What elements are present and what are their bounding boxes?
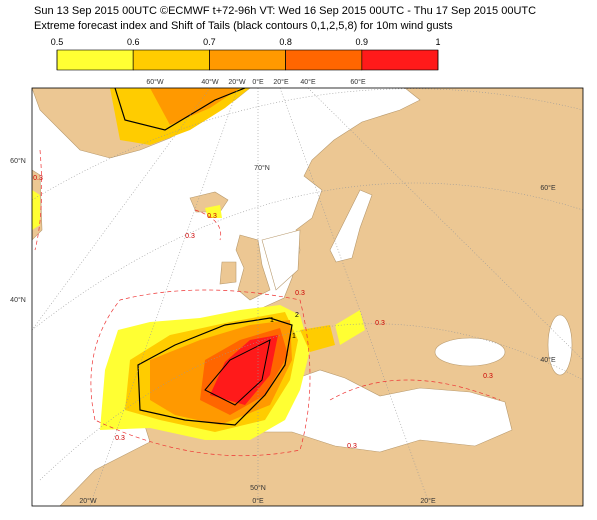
graticule: [32, 88, 583, 506]
grid-label: 70°N: [254, 164, 270, 172]
black-sea: [434, 337, 506, 367]
contour: [90, 289, 311, 457]
colorbar-segment: [132, 49, 210, 71]
contour: [34, 149, 43, 251]
colorbar-segment: [56, 49, 134, 71]
contour-label: 0.3: [483, 373, 493, 380]
colorbar-tick-label: 0.7: [203, 37, 216, 47]
efi-area: [210, 335, 278, 405]
parallel: [32, 182, 583, 331]
contour: [329, 379, 501, 401]
north-sea: [261, 229, 301, 291]
grid-label: 20°E: [273, 78, 289, 86]
map-labels: 60°W 40°W 20°W 0°E 20°E 40°E 60°E60°N40°N60°E4…: [10, 78, 556, 505]
meridian: [32, 88, 211, 331]
contour: [194, 209, 222, 241]
contour-label: 0.3: [207, 213, 217, 220]
contour-label: 1: [292, 333, 296, 340]
contour-label: 0.3: [375, 320, 385, 327]
efi-shading: [32, 88, 365, 440]
contour-label: 0.3: [295, 290, 305, 297]
efi-area: [150, 88, 240, 125]
colorbar-tick-label: 0.8: [279, 37, 292, 47]
title-line: Sun 13 Sep 2015 00UTC ©ECMWF t+72-96h VT…: [34, 5, 536, 17]
efi-area: [335, 310, 365, 345]
colorbar-tick-label: 0.6: [127, 37, 140, 47]
sot-contour: [204, 339, 271, 406]
map-area: [32, 88, 583, 506]
contour-label: 2: [295, 312, 299, 319]
meridian: [279, 88, 431, 506]
map-frame: [31, 87, 584, 507]
contour-label: 0.3: [185, 233, 195, 240]
colorbar: 0.5 0.6 0.7 0.8 0.9 1: [51, 37, 441, 71]
grid-label: 60°E: [540, 184, 556, 192]
grid-label: 20°W: [228, 78, 246, 86]
colorbar-segment: [209, 49, 286, 71]
sot-contour: [137, 317, 293, 426]
parallel: [39, 323, 583, 481]
grid-label: 40°E: [300, 78, 316, 86]
grid-label: 0°E: [252, 78, 264, 86]
colorbar-segment: [361, 49, 439, 71]
sot-contour: [114, 88, 246, 131]
colorbar-tick-label: 0.9: [356, 37, 369, 47]
title-line: Extreme forecast index and Shift of Tail…: [34, 20, 453, 32]
grid-label: 0°E: [252, 497, 264, 505]
contour-label: 0.3: [115, 435, 125, 442]
colorbar-tick-label: 1: [435, 37, 440, 47]
efi-area: [205, 205, 222, 218]
grid-label: 40°N: [10, 296, 26, 304]
grid-label: 50°N: [250, 484, 266, 492]
grid-label: 20°E: [420, 497, 436, 505]
colorbar-segment: [285, 49, 363, 71]
grid-label: 40°W: [201, 78, 219, 86]
colorbar-tick-label: 0.5: [51, 37, 64, 47]
contour-label: 0.3: [347, 443, 357, 450]
grid-label: 20°W: [79, 497, 97, 505]
grid-label: 60°E: [350, 78, 366, 86]
meridian: [89, 88, 239, 506]
contour-label: 1: [270, 317, 274, 324]
contour-label: 0.3: [33, 175, 43, 182]
grid-label: 60°N: [10, 157, 26, 165]
contour-03: [34, 149, 501, 457]
caspian: [547, 314, 573, 376]
grid-label: 60°W: [146, 78, 164, 86]
efi-area: [32, 190, 40, 230]
britain: [235, 234, 271, 301]
grid-label: 40°E: [540, 356, 556, 364]
efi-area: [300, 325, 335, 352]
baltic: [329, 189, 373, 263]
ireland: [219, 261, 237, 285]
